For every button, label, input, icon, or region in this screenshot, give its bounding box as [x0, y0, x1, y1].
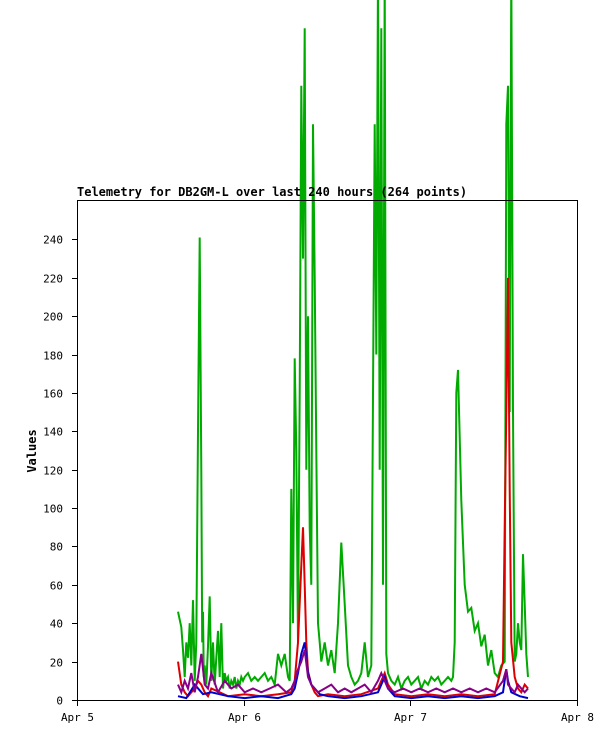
y-tick-label: 120 [43, 465, 63, 478]
y-tick-label: 160 [43, 388, 63, 401]
y-axis-ticks: 0 20 40 60 80 100 120 140 160 180 200 220 240 [43, 234, 78, 708]
x-axis-ticks: Apr 5 Apr 6 Apr 7 Apr 8 [61, 700, 594, 724]
y-tick-label: 220 [43, 273, 63, 286]
y-tick-label: 80 [50, 541, 63, 554]
y-tick-label: 60 [50, 580, 63, 593]
series-line-1 [177, 0, 529, 692]
y-tick-label: 20 [50, 657, 63, 670]
y-tick-label: 0 [56, 695, 63, 708]
x-tick-label: Apr 6 [228, 711, 261, 724]
plot-frame [77, 200, 578, 701]
series-line-4 [177, 649, 529, 696]
y-tick-label: 240 [43, 234, 63, 247]
x-tick-label: Apr 7 [394, 711, 427, 724]
series-layer [177, 0, 529, 700]
y-tick-label: 140 [43, 426, 63, 439]
y-tick-label: 40 [50, 618, 63, 631]
y-tick-label: 180 [43, 350, 63, 363]
y-axis-label: Values [25, 429, 39, 472]
x-tick-label: Apr 8 [561, 711, 594, 724]
x-tick-label: Apr 5 [61, 711, 94, 724]
y-tick-label: 100 [43, 503, 63, 516]
chart-title: Telemetry for DB2GM-L over last 240 hour… [77, 185, 467, 199]
y-tick-label: 200 [43, 311, 63, 324]
series-line-3 [177, 642, 529, 700]
series-line-2 [177, 277, 529, 699]
